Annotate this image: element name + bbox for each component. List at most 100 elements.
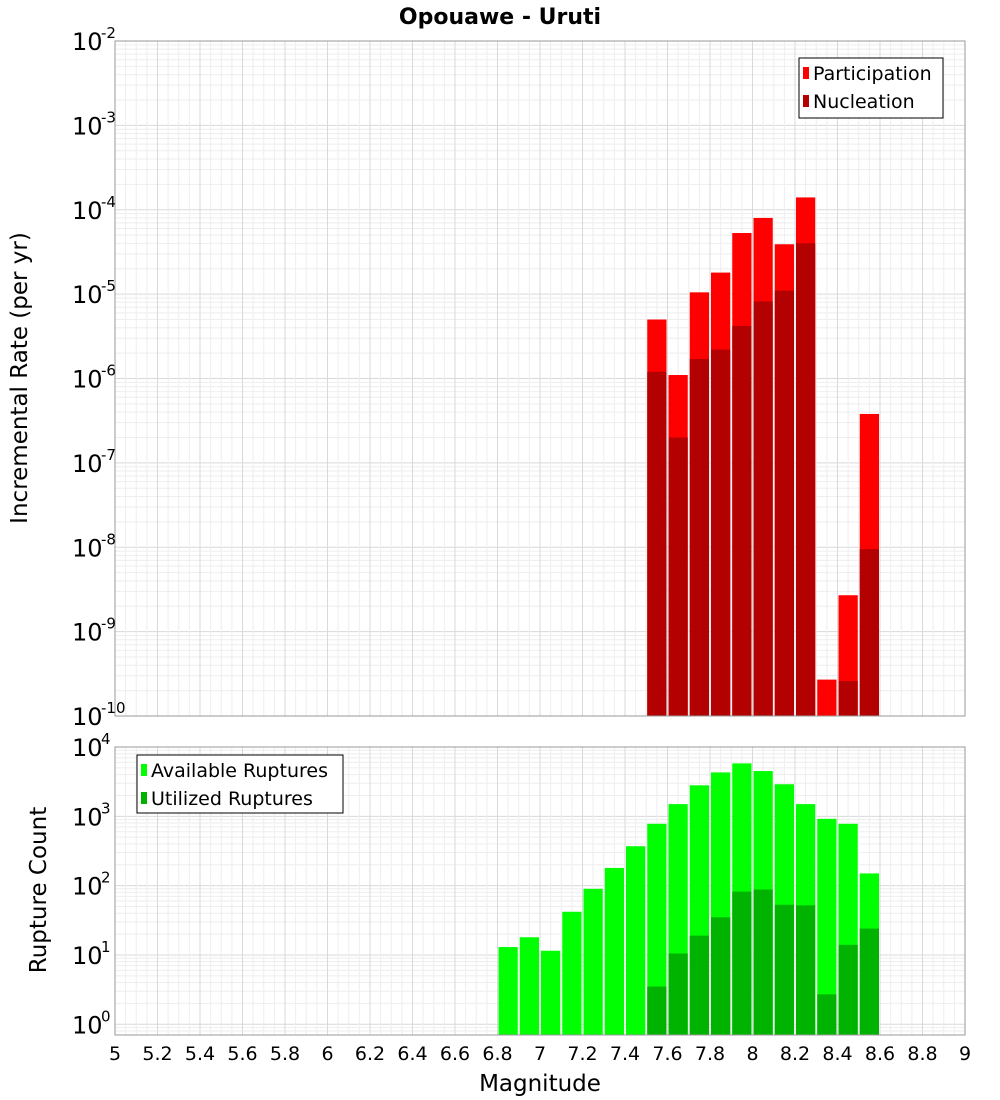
legend-label: Nucleation: [813, 91, 915, 113]
count-bar-series1: [498, 947, 518, 1035]
y-tick-base: 10: [72, 873, 103, 901]
rate-grid: [114, 40, 966, 717]
x-tick-label: 5.4: [185, 1043, 215, 1065]
x-tick-label: 7: [534, 1043, 546, 1065]
rate-panel: 10-210-310-410-510-610-710-810-910-10Par…: [72, 24, 966, 731]
rate-bar-series2: [732, 325, 752, 716]
rate-y-tick-label: 10-3: [72, 108, 116, 140]
y-tick-exponent: -10: [101, 699, 126, 717]
y-tick-exponent: 1: [101, 938, 111, 956]
y-tick-base: 10: [72, 281, 103, 309]
count-legend: Available Ruptures Utilized Ruptures: [136, 754, 344, 814]
count-bar-series1: [817, 818, 837, 1035]
x-tick-label: 6.8: [482, 1043, 512, 1065]
y-tick-base: 10: [72, 534, 103, 562]
count-bars: [498, 763, 879, 1035]
count-y-tick-label: 100: [72, 1007, 111, 1039]
rate-y-tick-label: 10-2: [72, 24, 116, 56]
y-tick-base: 10: [72, 619, 103, 647]
y-tick-exponent: -6: [101, 362, 116, 380]
x-tick-label: 6.4: [397, 1043, 427, 1065]
count-bar-series2: [732, 891, 752, 1035]
y-tick-base: 10: [72, 734, 103, 762]
y-tick-exponent: -2: [101, 24, 116, 42]
x-tick-label: 8.8: [907, 1043, 937, 1065]
x-axis-label: Magnitude: [479, 1071, 601, 1097]
y-tick-base: 10: [72, 450, 103, 478]
y-tick-exponent: 2: [101, 869, 111, 887]
y-tick-base: 10: [72, 803, 103, 831]
x-tick-label: 8: [746, 1043, 758, 1065]
x-tick-label: 5.2: [142, 1043, 172, 1065]
x-tick-label: 9: [959, 1043, 971, 1065]
rate-y-tick-label: 10-10: [72, 699, 126, 731]
legend-label: Participation: [813, 63, 932, 85]
y-tick-exponent: -7: [101, 446, 116, 464]
count-y-tick-label: 101: [72, 938, 111, 970]
rate-bar-series2: [711, 349, 731, 716]
x-tick-label: 7.2: [567, 1043, 597, 1065]
rate-legend: Participation Nucleation: [798, 57, 944, 119]
legend-box: [136, 754, 344, 814]
count-bar-series1: [647, 823, 667, 1035]
legend-swatch: [803, 67, 809, 79]
count-bar-series2: [817, 994, 837, 1035]
rate-y-tick-label: 10-7: [72, 446, 116, 478]
count-bar-series1: [583, 888, 603, 1035]
legend-label: Available Ruptures: [151, 760, 328, 782]
x-tick-label: 5.6: [227, 1043, 257, 1065]
y-tick-exponent: 3: [101, 799, 111, 817]
count-bar-series2: [774, 904, 794, 1035]
count-y-tick-label: 104: [72, 730, 111, 762]
count-bar-series2: [859, 928, 879, 1035]
rate-bar-series2: [647, 371, 667, 716]
legend-box: [798, 57, 944, 119]
x-tick-label: 8.4: [822, 1043, 852, 1065]
y-tick-exponent: 0: [101, 1007, 111, 1025]
count-bar-series1: [626, 846, 646, 1035]
rate-bar-series2: [774, 290, 794, 716]
x-tick-label: 7.8: [695, 1043, 725, 1065]
x-tick-label: 6.2: [355, 1043, 385, 1065]
rate-bar-series1: [817, 679, 837, 716]
y-tick-exponent: -4: [101, 193, 116, 211]
count-bar-series1: [604, 867, 624, 1035]
x-tick-label: 7.4: [610, 1043, 640, 1065]
rate-bar-series2: [689, 359, 709, 716]
y-tick-base: 10: [72, 28, 103, 56]
rate-bars: [647, 197, 879, 717]
count-bar-series2: [753, 889, 773, 1035]
x-tick-label: 7.6: [652, 1043, 682, 1065]
count-bar-series2: [796, 905, 816, 1035]
rate-y-tick-label: 10-6: [72, 362, 116, 394]
chart-title: Opouawe - Uruti: [399, 5, 601, 30]
x-tick-label: 6.6: [440, 1043, 470, 1065]
count-bar-series2: [668, 953, 688, 1035]
y-tick-base: 10: [72, 112, 103, 140]
rate-y-tick-label: 10-8: [72, 530, 116, 562]
rate-plot-frame: [114, 40, 966, 717]
count-bar-series1: [519, 937, 539, 1035]
rate-y-tick-label: 10-4: [72, 193, 116, 225]
y-tick-exponent: -8: [101, 530, 116, 548]
legend-label: Utilized Ruptures: [151, 788, 313, 810]
y-tick-base: 10: [72, 942, 103, 970]
count-bar-series2: [689, 935, 709, 1035]
legend-swatch: [141, 764, 147, 776]
count-bar-series2: [711, 917, 731, 1035]
y-tick-exponent: 4: [101, 730, 111, 748]
count-bar-series2: [838, 944, 858, 1035]
rate-bar-series2: [753, 301, 773, 716]
bottom-y-axis-label: Rupture Count: [26, 807, 52, 973]
rate-bar-series2: [796, 243, 816, 717]
x-tick-label: 8.6: [865, 1043, 895, 1065]
x-tick-label: 6: [321, 1043, 333, 1065]
rate-y-tick-label: 10-5: [72, 277, 116, 309]
rate-bar-series2: [668, 437, 688, 716]
legend-swatch: [141, 792, 147, 804]
count-bar-series1: [541, 950, 561, 1035]
y-tick-base: 10: [72, 197, 103, 225]
count-plot-frame: [114, 746, 966, 1036]
